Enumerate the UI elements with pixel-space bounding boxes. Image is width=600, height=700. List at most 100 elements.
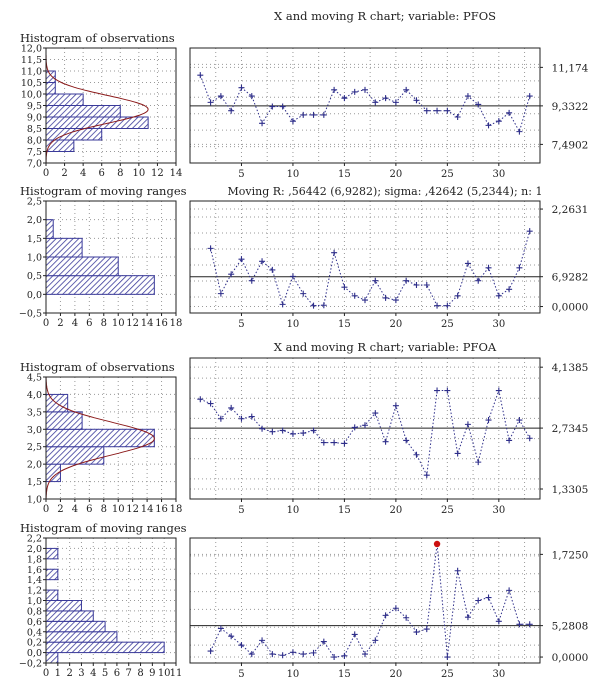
pfoa-x-chart-xtick-label: 25 (441, 505, 454, 516)
pfoa-x-chart-point (341, 440, 348, 447)
pfos-histogram-observations-title: Histogram of observations (20, 31, 175, 45)
pfoa-x-chart-point (279, 427, 286, 434)
pfoa-moving-r-chart-point (516, 621, 523, 628)
pfoa-x-chart-xtick-label: 5 (238, 505, 244, 516)
pfoa-histogram-moving-ranges-bar (45, 641, 165, 654)
pfoa-moving-r-chart-xtick-label: 5 (238, 669, 244, 680)
pfoa-histogram-observations-ytick-label: 3,0 (27, 425, 42, 436)
pfos-moving-r-chart-point (434, 302, 441, 309)
pfoa-x-chart-point (207, 400, 214, 407)
pfoa-x-chart-point (516, 417, 523, 424)
pfoa-histogram-moving-ranges-ytick-label: 2,0 (27, 544, 42, 555)
pfoa-histogram-moving-ranges-ytick-label: 0,0 (27, 648, 42, 659)
pfos-histogram-observations-xtick-label: 8 (117, 168, 123, 179)
pfos-histogram-moving-ranges-xtick-label: 12 (126, 318, 139, 329)
pfoa-x-chart-xtick-label: 30 (492, 505, 505, 516)
pfos-x-chart-point (392, 99, 399, 106)
pfoa-moving-r-chart-point (495, 618, 502, 625)
pfos-histogram-moving-ranges-xtick-label: 18 (170, 318, 183, 329)
pfoa-histogram-moving-ranges-xtick-label: 6 (114, 668, 120, 679)
pfoa-histogram-observations-xtick-label: 10 (112, 504, 125, 515)
pfos-histogram-observations-xtick-label: 4 (80, 168, 86, 179)
pfoa-histogram-observations-bar (45, 446, 105, 465)
pfoa-moving-r-chart-series-line (210, 543, 530, 658)
pfos-histogram-observations-ytick-label: 9,0 (27, 113, 42, 124)
pfos-x-chart-xtick-label: 5 (238, 169, 244, 180)
pfos-x-chart-series-line (199, 75, 531, 133)
pfoa-x-chart-point (434, 387, 441, 394)
pfoa-moving-r-chart-point (403, 614, 410, 621)
pfoa-moving-r-chart-right-label: 5,2808 (552, 621, 589, 633)
pfoa-histogram-moving-ranges-xtick-label: 1 (55, 668, 61, 679)
pfoa-histogram-moving-ranges-ytick-label: 1,6 (27, 565, 42, 576)
pfos-moving-r-chart-point (495, 292, 502, 299)
pfoa-histogram-observations-xtick-label: 6 (86, 504, 92, 515)
pfoa-moving-r-chart-point (310, 649, 317, 656)
pfoa-x-chart-point (506, 437, 513, 444)
pfos-moving-r-chart-point (423, 282, 430, 288)
pfos-x-chart-point (495, 118, 502, 125)
pfos-x-chart-point (423, 107, 430, 114)
pfos-histogram-moving-ranges-xtick-label: 10 (112, 318, 125, 329)
pfos-histogram-moving-ranges-xtick-label: 8 (101, 318, 107, 329)
pfos-histogram-observations-xtick-label: 2 (61, 168, 67, 179)
pfos-histogram-observations-ytick-label: 10,0 (21, 90, 42, 101)
pfoa-moving-r-chart-right-label: 1,7250 (552, 549, 589, 561)
pfoa-histogram-moving-ranges-bar (45, 631, 118, 643)
pfoa-histogram-moving-ranges-ytick-label: −0,2 (19, 659, 42, 670)
pfos-moving-r-chart-xtick-label: 20 (390, 319, 403, 330)
pfos-x-chart-title: X and moving R chart; variable: PFOS (274, 9, 496, 23)
pfoa-x-chart-point (392, 402, 399, 409)
pfoa-histogram-observations-ytick-label: 2,5 (27, 442, 42, 453)
pfoa-x-chart-point (403, 437, 410, 444)
pfos-moving-r-chart-point (403, 277, 410, 284)
pfoa-x-chart-right-label: 2,7345 (552, 423, 589, 435)
pfoa-moving-r-chart-point (475, 597, 482, 604)
pfoa-histogram-moving-ranges-bar (45, 600, 82, 612)
pfos-moving-r-chart-point (228, 271, 235, 278)
pfoa-histogram-observations-xtick-label: 0 (43, 504, 49, 515)
pfos-x-chart-point (248, 93, 255, 100)
pfoa-moving-r-chart-point (423, 626, 430, 633)
pfoa-x-chart-point (362, 422, 368, 429)
pfoa-moving-r-chart-point (454, 567, 461, 574)
pfos-histogram-moving-ranges-bar (45, 237, 83, 258)
pfos-x-chart-point (300, 111, 307, 118)
pfos-histogram-moving-ranges-xtick-label: 6 (86, 318, 92, 329)
pfoa-x-chart-point (197, 396, 204, 403)
pfoa-histogram-moving-ranges-bar (45, 589, 59, 601)
pfoa-moving-r-chart-point (320, 638, 327, 645)
pfos-x-chart-point (362, 86, 368, 93)
pfos-histogram-observations-ytick-label: 8,0 (27, 136, 42, 147)
pfoa-x-chart-point (526, 435, 533, 442)
pfoa-x-chart-point (382, 438, 389, 445)
pfoa-moving-r-chart-point (413, 629, 420, 636)
pfoa-x-chart-point (289, 430, 296, 437)
pfos-histogram-observations-bar (45, 105, 121, 118)
pfos-x-chart-point (526, 93, 533, 100)
pfoa-x-chart-point (454, 450, 461, 457)
pfoa-x-chart-point (248, 413, 255, 420)
pfoa-moving-r-chart-point (248, 651, 255, 658)
pfoa-moving-r-chart-point (382, 612, 389, 619)
pfos-moving-r-chart-point (289, 273, 296, 280)
pfos-x-chart-point (382, 95, 389, 102)
pfoa-histogram-moving-ranges-bar (45, 547, 59, 560)
pfos-histogram-observations-ytick-label: 9,5 (27, 101, 42, 112)
pfos-moving-r-chart-point (362, 297, 368, 304)
pfoa-x-chart-title: X and moving R chart; variable: PFOA (274, 340, 497, 354)
pfos-moving-r-chart-point (516, 264, 523, 271)
pfos-x-chart-point (217, 93, 224, 100)
pfos-histogram-moving-ranges-title: Histogram of moving ranges (20, 184, 187, 198)
pfoa-x-chart-point (372, 410, 379, 417)
pfos-histogram-observations-xtick-label: 14 (170, 168, 183, 179)
pfoa-moving-r-chart-xtick-label: 15 (338, 669, 351, 680)
pfos-histogram-moving-ranges-ytick-label: 1,0 (27, 253, 42, 264)
pfos-moving-r-chart-point (526, 228, 533, 235)
pfoa-x-chart-point (413, 451, 420, 458)
pfos-moving-r-chart-point (351, 292, 358, 299)
pfos-moving-r-chart-point (444, 302, 451, 309)
pfoa-x-chart-point (310, 427, 317, 434)
pfos-moving-r-chart-xtick-label: 5 (238, 319, 244, 330)
pfos-histogram-moving-ranges-xtick-label: 2 (57, 318, 63, 329)
